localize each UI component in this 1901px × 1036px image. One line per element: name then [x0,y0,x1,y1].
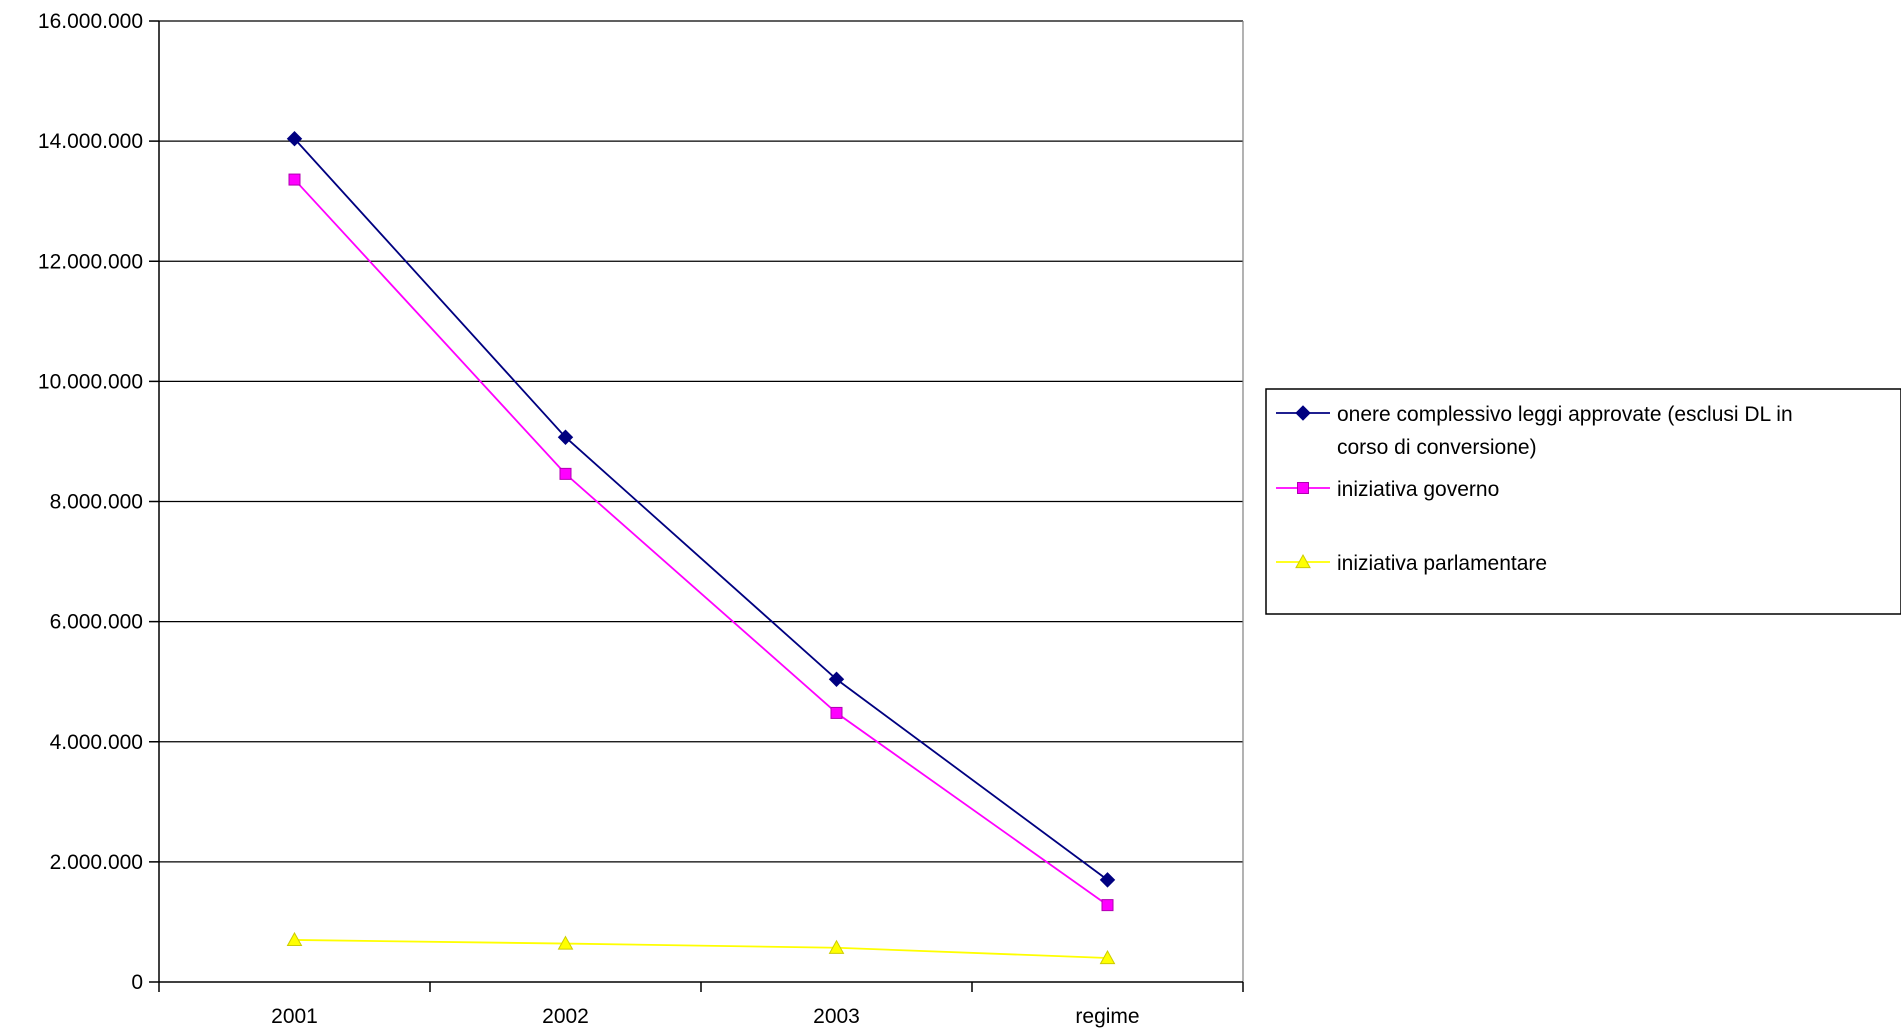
y-tick-label: 16.000.000 [38,10,143,33]
series-line [293,138,1109,881]
data-point [557,429,574,445]
legend-box [1265,388,1901,615]
data-point [559,467,572,480]
series-2 [288,173,1114,912]
legend-item-1: onere complessivo leggi approvate (esclu… [1276,403,1793,459]
legend-label: corso di conversione) [1337,436,1537,459]
y-tick-label: 10.000.000 [38,370,143,393]
data-point [286,931,303,947]
x-tick-label: 2003 [813,1005,860,1028]
legend-marker [1295,405,1311,421]
y-axis-ticks: 0 2.000.000 4.000.000 6.000.000 8.000.000 10.… [38,10,159,994]
x-tick-label: regime [1075,1005,1139,1028]
data-point [1099,949,1116,965]
x-axis-ticks: 2001 2002 2003 regime [158,982,1244,1028]
data-point [828,671,845,687]
data-point [828,939,845,954]
data-point [830,706,843,719]
data-point [288,173,301,186]
y-tick-label: 0 [131,971,143,994]
data-point [1101,899,1114,912]
x-tick-label: 2001 [271,1005,318,1028]
data-point [557,935,574,950]
series-3 [286,931,1116,965]
y-tick-label: 4.000.000 [50,731,143,754]
y-tick-label: 2.000.000 [50,851,143,874]
series-1 [286,131,1116,888]
legend-item-3: iniziativa parlamentare [1276,552,1547,575]
legend-marker [1295,553,1311,569]
grid-lines [159,20,1243,863]
legend-label: onere complessivo leggi approvate (esclu… [1337,403,1793,426]
legend-item-2: iniziativa governo [1276,478,1499,501]
series-line [294,939,1108,959]
data-point [286,131,303,147]
y-tick-label: 12.000.000 [38,250,143,273]
data-point [1099,872,1116,888]
x-tick-label: 2002 [542,1005,589,1028]
y-tick-label: 14.000.000 [38,130,143,153]
y-tick-label: 8.000.000 [50,491,143,514]
series-line [293,178,1109,906]
legend-label: iniziativa parlamentare [1337,552,1547,575]
legend: onere complessivo leggi approvate (esclu… [1265,388,1901,615]
y-tick-label: 6.000.000 [50,611,143,634]
series-lines [286,131,1116,965]
legend-marker [1297,482,1309,494]
legend-label: iniziativa governo [1337,478,1499,501]
